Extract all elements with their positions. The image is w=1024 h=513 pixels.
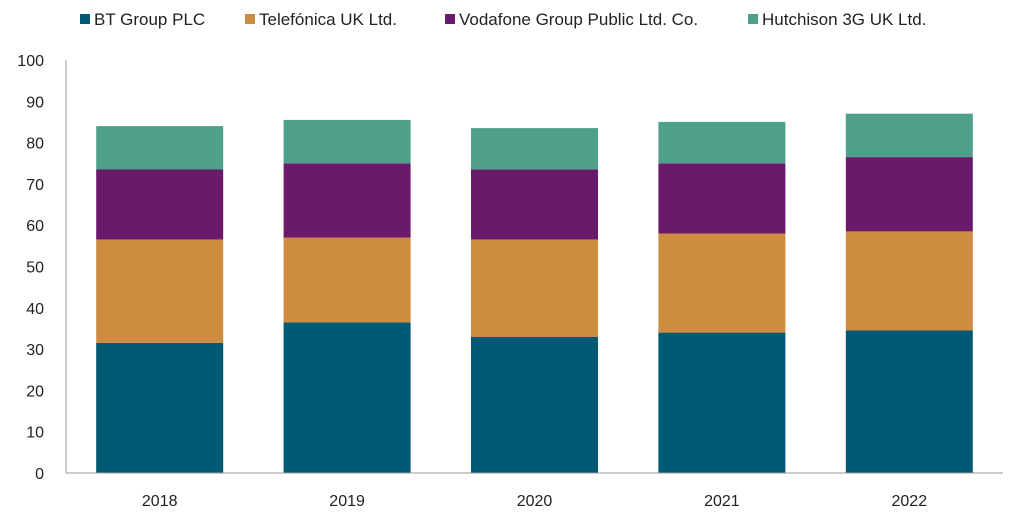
legend-swatch-0 [80,14,90,24]
legend-label-2: Vodafone Group Public Ltd. Co. [459,10,698,29]
bar-2021-series-1 [658,233,786,333]
x-tick-label: 2022 [892,493,928,510]
bar-2022-series-0 [845,330,973,473]
legend: BT Group PLC Telefónica UK Ltd. Vodafone G… [80,10,926,29]
x-tick-label: 2021 [704,493,740,510]
x-tick-label: 2019 [329,493,365,510]
bar-2021-series-3 [658,121,786,164]
legend-swatch-1 [245,14,255,24]
legend-swatch-3 [748,14,758,24]
bar-2019-series-1 [283,237,411,323]
legend-label-1: Telefónica UK Ltd. [259,10,397,29]
legend-label-3: Hutchison 3G UK Ltd. [762,10,926,29]
bar-2022-series-3 [845,113,973,158]
y-tick-label: 10 [26,425,44,442]
y-axis: 0 10 20 30 40 50 60 70 80 90 100 [17,53,67,483]
y-tick-label: 70 [26,177,44,194]
bar-2019-series-0 [283,322,411,473]
bar-2021-series-2 [658,163,786,234]
bar-2019-series-3 [283,119,411,164]
y-tick-label: 90 [26,94,44,111]
bar-2019-series-2 [283,163,411,238]
y-tick-label: 0 [35,466,44,483]
bar-2021-series-0 [658,332,786,473]
bar-2020-series-1 [471,239,598,337]
plot-area [96,113,973,473]
x-axis: 2018 2019 2020 2021 2022 [66,472,1003,510]
legend-swatch-2 [445,14,455,24]
bar-2018-series-2 [96,169,224,240]
y-tick-label: 20 [26,383,44,400]
bar-2018-series-3 [96,126,224,170]
bar-2020-series-3 [471,128,598,170]
x-tick-label: 2018 [142,493,178,510]
y-tick-label: 60 [26,218,44,235]
y-tick-label: 40 [26,301,44,318]
bar-2018-series-0 [96,342,224,473]
x-tick-label: 2020 [517,493,553,510]
legend-label-0: BT Group PLC [94,10,205,29]
y-tick-label: 50 [26,260,44,277]
bar-2018-series-1 [96,239,224,343]
bar-2022-series-2 [845,157,973,232]
bar-2020-series-2 [471,169,598,240]
bar-2020-series-0 [471,336,598,473]
y-tick-label: 30 [26,342,44,359]
y-tick-label: 80 [26,136,44,153]
bar-2022-series-1 [845,231,973,331]
y-tick-label: 100 [17,53,44,70]
